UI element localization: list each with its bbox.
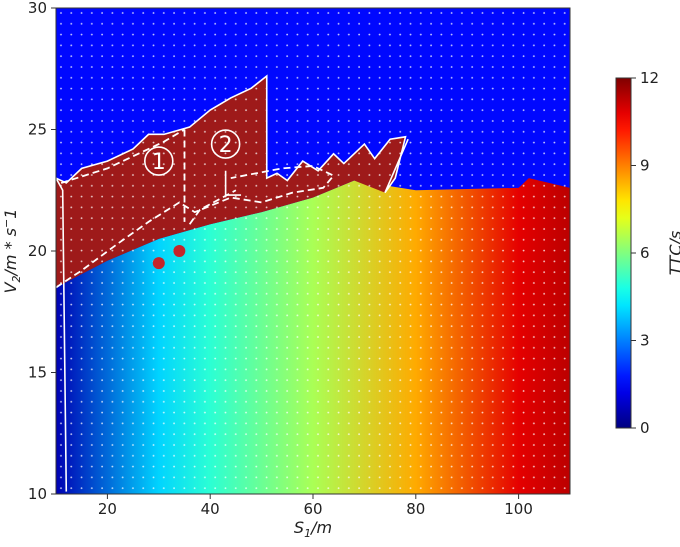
colorbar-tick-label: 0 [640,419,650,437]
colorbar-tick-label: 3 [640,332,650,350]
collision-spots [152,245,186,270]
x-axis-label: S1/m [294,518,332,540]
y-tick-label: 10 [28,485,47,503]
zone-markers: 12 [144,129,241,176]
y-tick-label: 30 [28,0,47,17]
zone-marker-circle [210,129,241,159]
colorbar-tick-label: 12 [640,69,659,87]
collision-zone-dashed-outline [56,128,336,289]
y-axis: 10 15 20 25 30 [28,0,56,503]
plot-area: 12 [56,8,570,494]
x-tick-label: 20 [98,500,117,518]
colorbar-label: TTC/s [666,231,680,275]
colorbar-ticks: 0 3 6 9 12 [631,69,659,437]
x-tick-label: 60 [303,500,322,518]
y-axis-label: V2/m * s−1 [0,209,23,294]
y-tick-label: 15 [28,364,47,382]
x-tick-label: 40 [201,500,220,518]
zone-marker-label: 2 [219,133,233,158]
collision-zone-outline [56,74,409,492]
y-tick-label: 25 [28,121,47,139]
zone-inner-outline [224,170,242,196]
colorbar-tick-label: 6 [640,244,650,262]
zone-marker-label: 1 [152,150,166,175]
zone-marker-circle [144,146,174,176]
colorbar-gradient [615,77,632,429]
x-axis: 20 40 60 80 100 [98,494,533,518]
zone-marker: 2 [210,129,241,159]
x-tick-label: 80 [406,500,425,518]
collision-spot [152,257,165,270]
x-tick-label: 100 [504,500,533,518]
colorbar-tick-label: 9 [640,157,650,175]
colorbar: 0 3 6 9 12 TTC/s [615,69,680,437]
y-tick-label: 20 [28,242,47,260]
grid-dots [56,8,570,494]
collision-spot [173,245,186,257]
zone-marker: 1 [144,146,174,176]
